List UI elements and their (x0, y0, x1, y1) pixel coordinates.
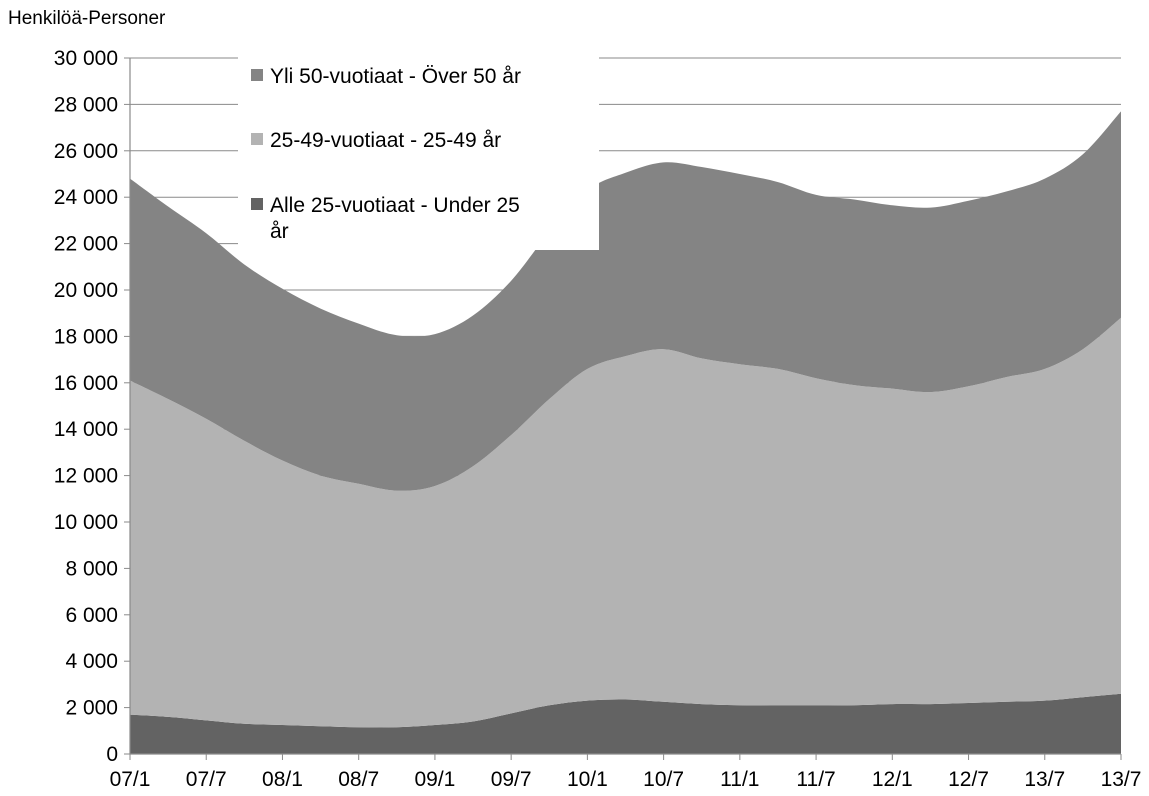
y-tick-label: 16 000 (54, 372, 118, 395)
x-tick-label: 13/7 (1101, 768, 1142, 791)
y-tick-label: 22 000 (54, 233, 118, 256)
area-series-2 (130, 111, 1121, 491)
areas (130, 111, 1121, 754)
y-tick-label: 30 000 (54, 47, 118, 70)
axes (129, 58, 1121, 755)
legend-background (238, 50, 599, 250)
x-tick-label: 12/1 (872, 768, 913, 791)
legend-swatch (251, 198, 263, 210)
y-tick-label: 20 000 (54, 279, 118, 302)
y-tick-labels: 0 2 000 4 000 6 000 8 000 10 000 12 000 14 000 1… (54, 47, 130, 766)
area-series-0 (130, 693, 1121, 754)
y-tick-label: 28 000 (54, 93, 118, 116)
x-tick-label: 08/1 (262, 768, 303, 791)
legend-swatch (251, 133, 263, 145)
y-tick-label: 2 000 (65, 697, 118, 720)
x-tick-label: 12/7 (948, 768, 989, 791)
x-tick-label: 11/1 (720, 768, 759, 791)
x-tick-label: 10/1 (567, 768, 608, 791)
x-tick-label: 07/7 (186, 768, 227, 791)
x-tick-labels: 07/1 07/7 08/1 08/7 09/1 09/7 10/1 10/7 11/1 11/7… (110, 754, 1142, 791)
y-tick-label: 12 000 (54, 465, 118, 488)
legend-swatch (251, 69, 263, 81)
legend-label: 25-49-vuotiaat - 25-49 år (270, 129, 501, 152)
y-tick-label: 8 000 (65, 557, 118, 580)
x-tick-label: 11/7 (796, 768, 835, 791)
x-tick-label: 09/7 (491, 768, 532, 791)
x-tick-label: 08/7 (338, 768, 379, 791)
x-tick-label: 10/7 (643, 768, 684, 791)
legend-label: Alle 25-vuotiaat - Under 25 år (270, 194, 520, 243)
legend: Yli 50-vuotiaat - Över 50 år 25-49-vuotia… (238, 50, 599, 250)
y-axis-title: Henkilöä-Personer (8, 8, 166, 29)
y-tick-label: 24 000 (54, 186, 118, 209)
y-tick-label: 26 000 (54, 140, 118, 163)
y-tick-label: 0 (106, 743, 118, 766)
x-tick-label: 09/1 (414, 768, 455, 791)
x-tick-label: 13/7 (1024, 768, 1065, 791)
y-tick-label: 14 000 (54, 418, 118, 441)
y-tick-label: 4 000 (65, 650, 118, 673)
area-series-1 (130, 317, 1121, 728)
legend-label: Yli 50-vuotiaat - Över 50 år (270, 65, 521, 88)
x-tick-label: 07/1 (110, 768, 151, 791)
y-tick-label: 18 000 (54, 325, 118, 348)
y-tick-label: 6 000 (65, 604, 118, 627)
y-tick-label: 10 000 (54, 511, 118, 534)
